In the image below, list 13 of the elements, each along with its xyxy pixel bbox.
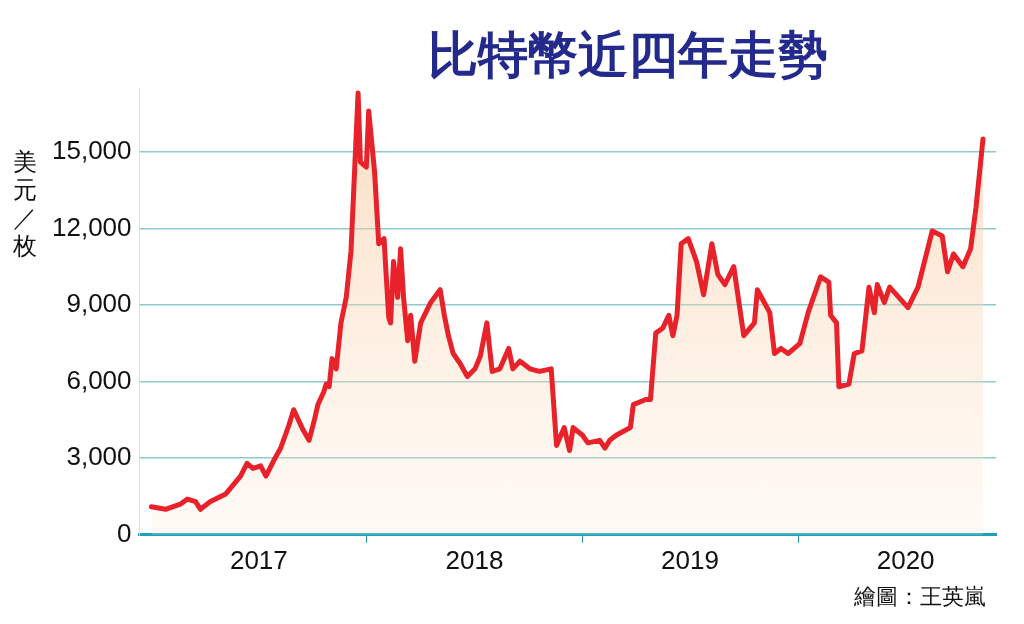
x-tick-label: 2019 <box>661 544 719 575</box>
y-tick-label: 3,000 <box>66 441 132 472</box>
y-tick-label: 15,000 <box>51 135 132 165</box>
x-tick-label: 2018 <box>445 544 504 575</box>
y-tick-label: 9,000 <box>66 288 132 319</box>
y-tick-label: 12,000 <box>51 211 132 242</box>
chart-title: 比特幣近四年走勢 <box>428 26 828 85</box>
y-tick-label: 0 <box>117 517 132 548</box>
y-tick-label: 6,000 <box>66 364 132 395</box>
x-tick-label: 2020 <box>876 544 935 575</box>
x-tick-label: 2017 <box>229 544 288 575</box>
text: 繪圖：王英嵐 <box>854 583 986 611</box>
y-axis-title: 美元／枚 <box>12 148 38 260</box>
